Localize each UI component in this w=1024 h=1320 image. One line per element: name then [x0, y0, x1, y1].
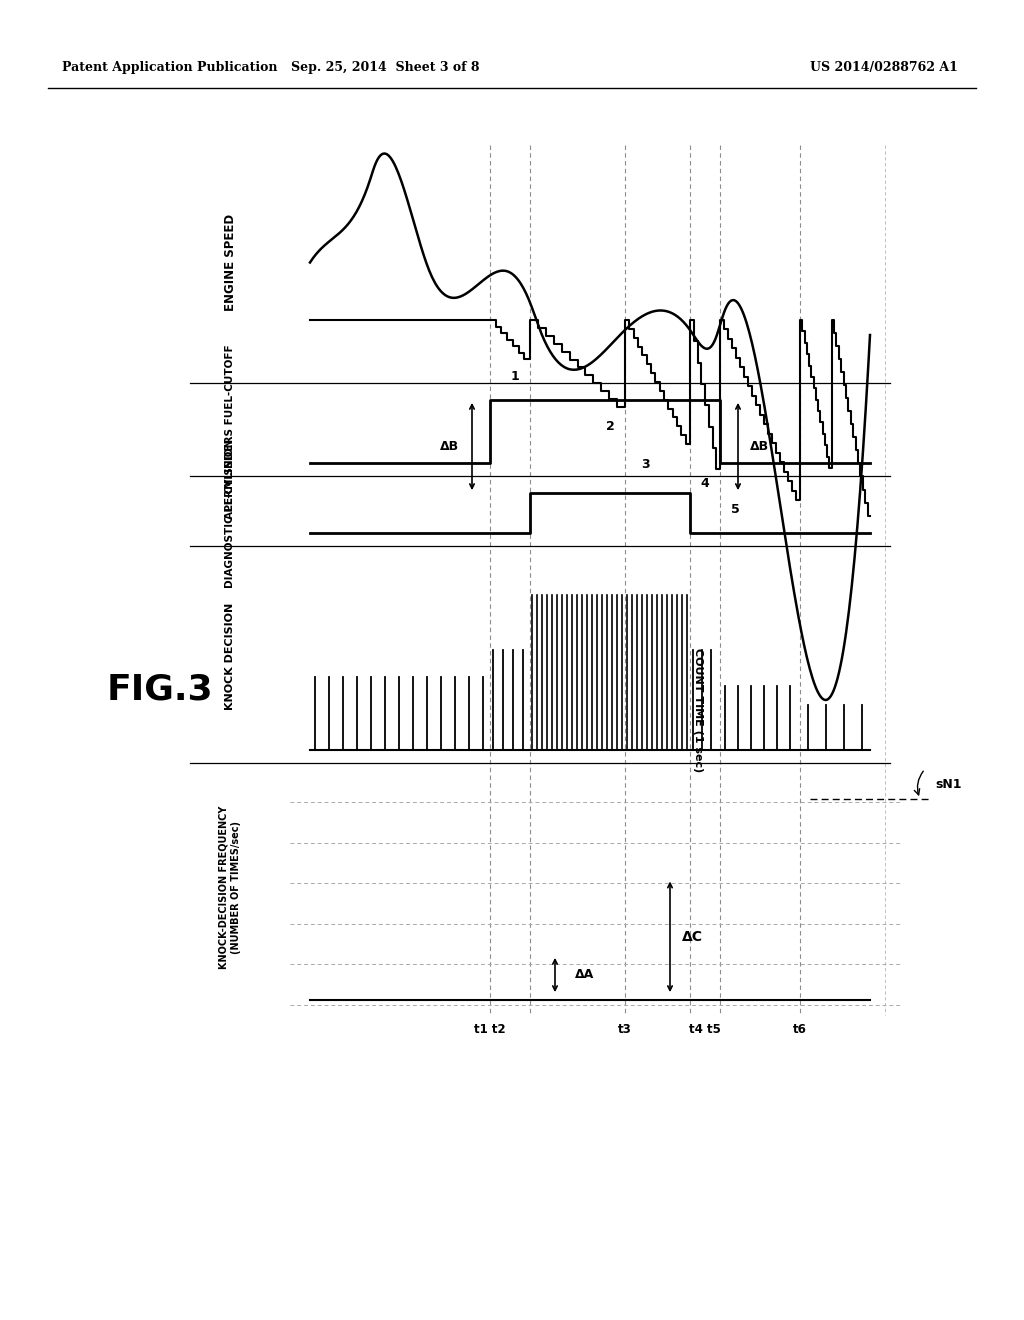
Text: ENGINE SPEED: ENGINE SPEED: [223, 214, 237, 312]
Text: 4: 4: [700, 477, 710, 490]
Text: DIAGNOSTIC PERMISSION: DIAGNOSTIC PERMISSION: [225, 438, 234, 587]
Text: FIG.3: FIG.3: [106, 673, 213, 708]
Text: KNOCK-DECISION FREQUENCY
(NUMBER OF TIMES/sec): KNOCK-DECISION FREQUENCY (NUMBER OF TIME…: [219, 805, 242, 969]
Text: KNOCK DECISION: KNOCK DECISION: [225, 603, 234, 710]
Text: 3: 3: [641, 458, 649, 471]
Text: ΔC: ΔC: [682, 929, 703, 944]
Text: 1: 1: [511, 371, 519, 383]
Text: Sep. 25, 2014  Sheet 3 of 8: Sep. 25, 2014 Sheet 3 of 8: [291, 62, 479, 74]
Text: t1 t2: t1 t2: [474, 1023, 506, 1036]
Text: 5: 5: [731, 503, 739, 516]
Text: t4 t5: t4 t5: [689, 1023, 721, 1036]
Text: Patent Application Publication: Patent Application Publication: [62, 62, 278, 74]
Text: US 2014/0288762 A1: US 2014/0288762 A1: [810, 62, 957, 74]
Text: ΔB: ΔB: [440, 440, 460, 453]
Text: ΔB: ΔB: [751, 440, 770, 453]
Text: sN1: sN1: [935, 777, 962, 791]
Text: t3: t3: [618, 1023, 632, 1036]
Text: 2: 2: [605, 420, 614, 433]
Text: ALL-CYLINDERS FUEL-CUTOFF: ALL-CYLINDERS FUEL-CUTOFF: [225, 345, 234, 519]
Text: t6: t6: [793, 1023, 807, 1036]
Text: ΔA: ΔA: [575, 969, 594, 982]
Text: COUNT TIME (1 sec): COUNT TIME (1 sec): [693, 648, 703, 772]
